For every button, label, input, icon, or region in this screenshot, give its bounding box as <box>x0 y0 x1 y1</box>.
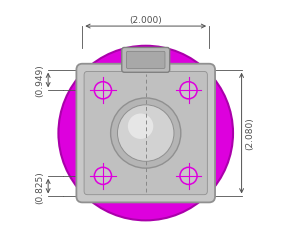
Text: (0.949): (0.949) <box>35 64 44 97</box>
Circle shape <box>180 168 197 185</box>
Circle shape <box>128 114 153 139</box>
FancyBboxPatch shape <box>76 64 215 202</box>
Text: (2.000): (2.000) <box>129 16 162 24</box>
Circle shape <box>111 98 181 168</box>
FancyBboxPatch shape <box>122 48 170 73</box>
Circle shape <box>118 106 174 162</box>
Text: (0.825): (0.825) <box>35 170 44 203</box>
Circle shape <box>94 82 112 100</box>
FancyBboxPatch shape <box>127 52 165 69</box>
FancyBboxPatch shape <box>84 72 207 195</box>
Circle shape <box>58 46 233 220</box>
Circle shape <box>180 82 197 100</box>
Circle shape <box>94 168 112 185</box>
Text: (2.080): (2.080) <box>246 117 255 150</box>
